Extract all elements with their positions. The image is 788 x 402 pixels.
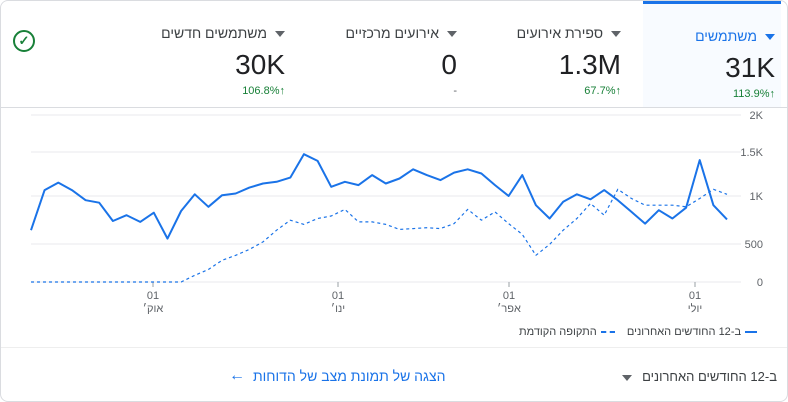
metric-users[interactable]: משתמשים 31K 113.9%↑ [643,1,781,108]
metric-event-count-value: 1.3M [558,49,621,80]
metric-event-count-change: 67.7%↑ [584,85,621,97]
y-tick-label: 0 [757,277,763,289]
solid-line-swatch [745,331,758,334]
x-tick-month: יולי [688,302,702,315]
check-circle-icon: ✓ [13,30,35,52]
metric-event-count-label: ספירת אירועים [517,25,621,41]
y-tick-label: 1.5K [740,147,763,159]
caret-down-icon [622,374,633,381]
metric-key-events-value: 0 [441,49,457,80]
arrow-up-icon: ↑ [279,85,286,97]
arrow-up-icon: ↑ [769,88,776,100]
metric-key-events-change: - [453,85,457,97]
metric-event-count[interactable]: ספירת אירועים 1.3M 67.7%↑ [489,1,627,105]
metric-new-users-change: 106.8%↑ [242,85,285,97]
metric-users-label: משתמשים [695,28,775,44]
footer-divider [1,347,787,348]
series-line-current [30,153,728,240]
y-tick-label: 2K [750,110,764,122]
arrow-up-icon: ↑ [615,85,622,97]
view-reports-snapshot-link[interactable]: הצגה של תמונת מצב של הדוחות [253,368,446,384]
metric-users-change: 113.9%↑ [733,88,775,100]
y-tick-label: 500 [745,239,763,251]
arrow-left-icon[interactable]: ← [229,367,245,384]
y-tick-label: 1K [750,191,764,203]
series-line-previous [31,188,728,283]
metric-key-events-label: אירועים מרכזיים [346,25,457,41]
divider [1,107,787,108]
metric-key-events[interactable]: אירועים מרכזיים 0 - [325,1,463,105]
caret-down-icon [611,31,621,38]
x-tick-day: 01 [689,290,701,302]
legend-previous: התקופה הקודמת [519,326,615,338]
metric-users-value: 31K [725,52,775,83]
x-tick-day: 01 [503,290,515,302]
caret-down-icon [275,31,285,38]
x-tick-month: אוק׳ [143,302,164,315]
metric-new-users-value: 30K [235,49,285,80]
dashed-line-swatch [600,331,615,334]
date-range-selector[interactable]: ב-12 החודשים האחרונים [622,369,777,384]
metric-new-users[interactable]: משתמשים חדשים 30K 106.8%↑ [153,1,291,105]
metric-new-users-label: משתמשים חדשים [161,25,285,41]
x-tick-day: 01 [147,290,159,302]
x-tick-day: 01 [332,290,344,302]
x-tick-month: אפר׳ [497,302,521,315]
x-tick-month: ינו׳ [331,302,345,315]
caret-down-icon [447,31,457,38]
chart-legend: ב-12 החודשים האחרונים התקופה הקודמת [519,326,758,338]
legend-current: ב-12 החודשים האחרונים [627,326,758,338]
caret-down-icon [765,34,775,41]
